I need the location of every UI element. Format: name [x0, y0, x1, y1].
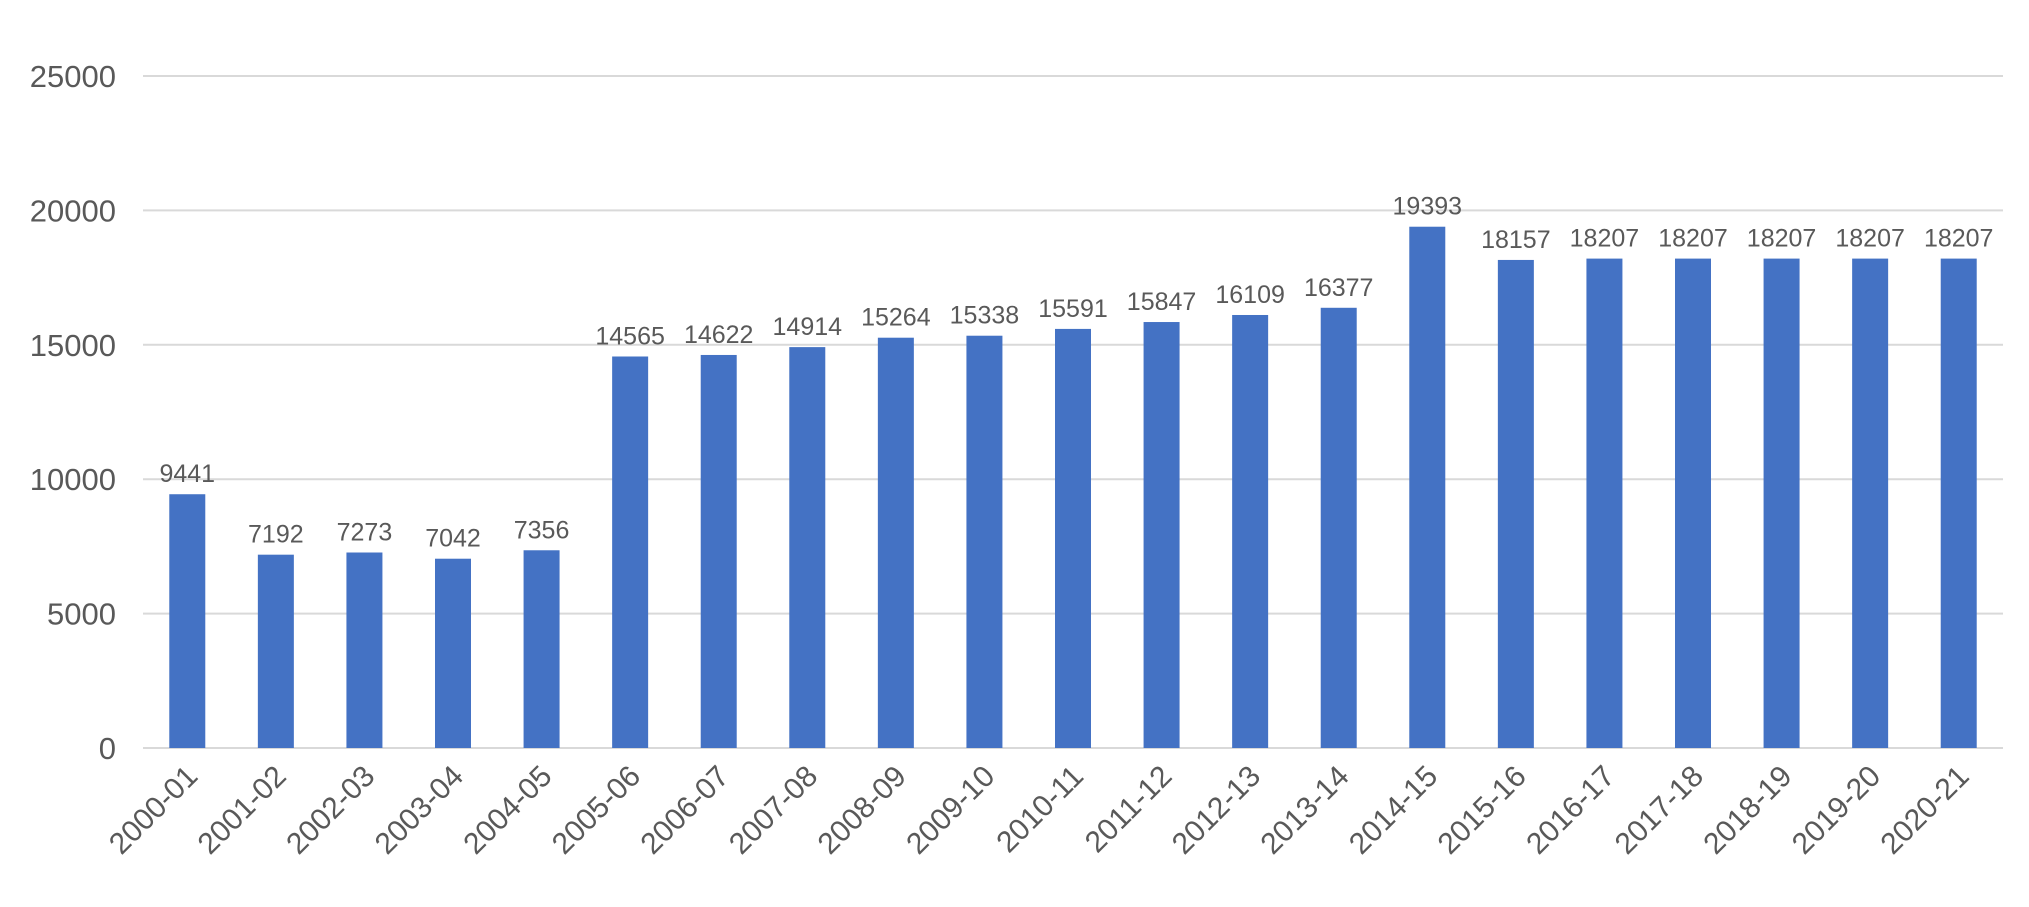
y-tick-label: 15000 — [30, 328, 116, 363]
data-label-2008-09: 15264 — [861, 304, 931, 332]
bar-2004-05 — [523, 550, 560, 748]
x-tick-label-2010-11: 2010-11 — [990, 760, 1090, 860]
data-label-2003-04: 7042 — [425, 525, 481, 553]
data-label-2015-16: 18157 — [1481, 226, 1551, 254]
data-label-2018-19: 18207 — [1747, 225, 1817, 253]
bar-2000-01 — [169, 494, 206, 748]
y-tick-label: 10000 — [30, 462, 116, 497]
bar-2003-04 — [435, 558, 471, 748]
x-tick-label-2020-21: 2020-21 — [1874, 760, 1975, 861]
x-tick-label-2006-07: 2006-07 — [634, 760, 735, 861]
x-tick-label-2011-12: 2011-12 — [1079, 760, 1179, 860]
y-tick-label: 5000 — [47, 597, 116, 632]
bar-2013-14 — [1320, 307, 1357, 748]
x-tick-label-2003-04: 2003-04 — [369, 760, 470, 861]
bar-2011-12 — [1143, 322, 1180, 748]
bar-2005-06 — [612, 356, 649, 748]
y-tick-label: 0 — [99, 731, 116, 766]
data-label-2001-02: 7192 — [248, 521, 304, 549]
data-label-2017-18: 18207 — [1658, 225, 1728, 253]
y-tick-label: 20000 — [30, 193, 116, 228]
x-tick-label-2015-16: 2015-16 — [1432, 760, 1533, 861]
data-label-2012-13: 16109 — [1215, 281, 1285, 309]
x-tick-label-2018-19: 2018-19 — [1697, 760, 1798, 861]
bar-2002-03 — [346, 552, 383, 748]
x-tick-label-2004-05: 2004-05 — [457, 760, 558, 861]
x-tick-label-2005-06: 2005-06 — [546, 760, 647, 861]
x-tick-label-2001-02: 2001-02 — [192, 760, 293, 861]
x-tick-label-2000-01: 2000-01 — [103, 760, 204, 861]
x-tick-label-2007-08: 2007-08 — [723, 760, 824, 861]
bar-2016-17 — [1586, 258, 1623, 748]
x-tick-label-2008-09: 2008-09 — [812, 760, 913, 861]
x-tick-label-2009-10: 2009-10 — [900, 760, 1001, 861]
bars — [169, 226, 1977, 748]
data-label-2014-15: 19393 — [1393, 193, 1463, 221]
data-label-2004-05: 7356 — [514, 516, 570, 544]
bar-2006-07 — [700, 354, 737, 748]
bar-2001-02 — [257, 554, 294, 748]
data-label-2002-03: 7273 — [337, 519, 393, 547]
bar-2012-13 — [1232, 314, 1269, 748]
bar-2007-08 — [789, 347, 826, 748]
data-label-2010-11: 15591 — [1038, 295, 1108, 323]
bar-2018-19 — [1763, 258, 1800, 748]
data-label-2019-20: 18207 — [1835, 225, 1905, 253]
y-axis-ticks: 0 5000 10000 15000 20000 25000 — [30, 59, 116, 766]
x-tick-label-2016-17: 2016-17 — [1520, 760, 1621, 861]
x-tick-label-2017-18: 2017-18 — [1609, 760, 1710, 861]
y-tick-label: 25000 — [30, 59, 116, 94]
bar-2015-16 — [1497, 259, 1534, 748]
data-label-2005-06: 14565 — [595, 322, 665, 350]
x-tick-label-2012-13: 2012-13 — [1166, 760, 1267, 861]
data-labels: 9441 7192 7273 7042 7356 14565 14622 14914 15264… — [159, 193, 1993, 553]
x-tick-label-2002-03: 2002-03 — [280, 760, 381, 861]
bar-2017-18 — [1675, 258, 1711, 748]
data-label-2013-14: 16377 — [1304, 274, 1374, 302]
data-label-2006-07: 14622 — [684, 321, 754, 349]
bar-2019-20 — [1852, 258, 1889, 748]
bar-2010-11 — [1055, 328, 1091, 748]
bar-2008-09 — [877, 337, 914, 748]
bar-2009-10 — [966, 335, 1003, 748]
data-label-2009-10: 15338 — [950, 302, 1020, 330]
x-tick-label-2019-20: 2019-20 — [1786, 760, 1887, 861]
bar-2014-15 — [1409, 226, 1446, 748]
data-label-2007-08: 14914 — [773, 313, 843, 341]
x-tick-label-2014-15: 2014-15 — [1343, 760, 1444, 861]
data-label-2011-12: 15847 — [1127, 288, 1197, 316]
data-label-2020-21: 18207 — [1924, 225, 1994, 253]
data-label-2000-01: 9441 — [159, 460, 215, 488]
x-tick-label-2013-14: 2013-14 — [1254, 760, 1355, 861]
bar-2020-21 — [1940, 258, 1977, 748]
x-axis-ticks: 2000-012001-022002-032003-042004-052005-… — [103, 760, 1976, 861]
data-label-2016-17: 18207 — [1570, 225, 1640, 253]
